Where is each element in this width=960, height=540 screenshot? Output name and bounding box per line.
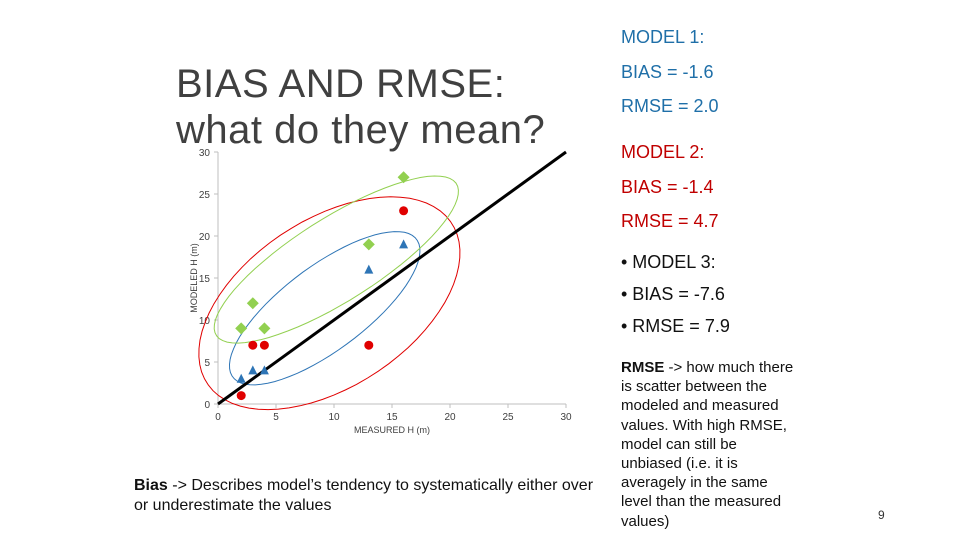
model-ellipse-2 [198,196,461,411]
data-point-circle [399,206,409,216]
page-number: 9 [878,508,885,522]
x-tick-label: 30 [560,412,572,423]
x-axis-label: MEASURED H (m) [354,425,430,435]
y-tick-label: 20 [199,232,211,243]
x-tick-label: 5 [273,412,279,423]
rmse-term: RMSE [621,359,665,376]
bias-text: -> Describes model’s tendency to systema… [134,477,594,514]
model2-title: MODEL 2: [621,142,705,162]
y-tick-label: 25 [199,190,211,201]
slide-title: BIAS AND RMSE: what do they mean? [176,61,546,152]
data-point-triangle [236,373,246,383]
data-point-diamond [235,322,248,335]
scatter-chart: 0 5 10 15 20 25 30 0 5 10 15 20 25 30 MEASURED H (m) MO… [189,148,572,435]
y-axis-label: MODELED H (m) [189,243,199,313]
data-point-diamond [246,297,259,310]
data-point-triangle [248,365,258,375]
x-tick-label: 25 [502,412,514,423]
x-tick-label: 0 [215,412,221,423]
y-tick-label: 30 [199,148,211,159]
model-ellipse-1 [228,231,421,386]
model-ellipse-3 [213,175,459,344]
data-point-triangle [259,365,269,375]
one-to-one-line [217,150,567,406]
model2-bias: BIAS = -1.4 [621,177,714,197]
data-point-circle [259,340,269,350]
x-tick-label: 10 [328,412,340,423]
data-point-circle [236,391,246,401]
data-point-diamond [362,238,375,251]
x-tick-label: 20 [444,412,456,423]
model3-title: • MODEL 3: [621,252,716,272]
model3-rmse: • RMSE = 7.9 [621,316,730,336]
y-tick-label: 15 [199,274,211,285]
data-point-diamond [397,171,410,184]
y-tick-label: 5 [204,358,210,369]
data-point-circle [364,340,374,350]
model1-rmse: RMSE = 2.0 [621,96,719,116]
data-point-triangle [364,264,374,274]
y-tick-label: 0 [204,400,210,411]
y-tick-label: 10 [199,316,211,327]
model2-rmse: RMSE = 4.7 [621,211,719,231]
data-point-circle [248,340,258,350]
model1-title: MODEL 1: [621,27,705,47]
model3-bias: • BIAS = -7.6 [621,284,725,304]
bias-description: Bias -> Describes model’s tendency to sy… [134,476,594,516]
x-tick-label: 15 [386,412,398,423]
rmse-text: -> how much there is scatter between the… [621,359,794,530]
data-point-diamond [258,322,271,335]
rmse-description: RMSE -> how much there is scatter betwee… [621,358,801,531]
model1-bias: BIAS = -1.6 [621,62,714,82]
bias-term: Bias [134,477,168,494]
data-point-triangle [399,239,409,249]
